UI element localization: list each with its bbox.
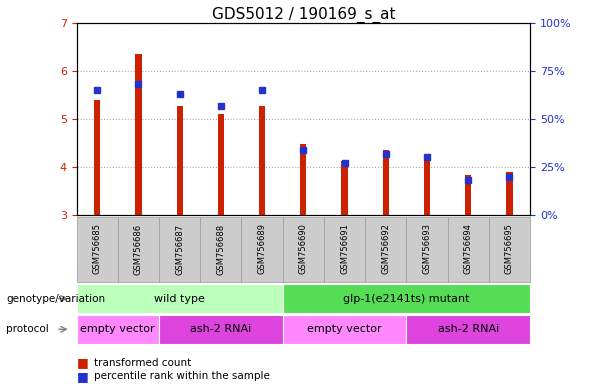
Bar — [424, 159, 430, 215]
Text: ■: ■ — [77, 356, 88, 369]
Text: ■: ■ — [77, 370, 88, 383]
Bar — [135, 54, 141, 215]
Text: ash-2 RNAi: ash-2 RNAi — [438, 324, 499, 334]
Text: GSM756685: GSM756685 — [92, 223, 102, 275]
Text: empty vector: empty vector — [307, 324, 382, 334]
Title: GDS5012 / 190169_s_at: GDS5012 / 190169_s_at — [211, 7, 395, 23]
Text: ash-2 RNAi: ash-2 RNAi — [190, 324, 252, 334]
Text: GSM756689: GSM756689 — [257, 223, 267, 275]
Text: GSM756691: GSM756691 — [340, 223, 349, 274]
Bar — [218, 114, 224, 215]
Bar — [507, 172, 512, 215]
Text: GSM756693: GSM756693 — [422, 223, 432, 275]
Bar — [383, 150, 389, 215]
Text: GSM756687: GSM756687 — [175, 223, 184, 275]
Text: empty vector: empty vector — [81, 324, 155, 334]
Bar — [177, 106, 183, 215]
Bar — [94, 100, 100, 215]
Text: glp-1(e2141ts) mutant: glp-1(e2141ts) mutant — [343, 293, 469, 304]
Text: GSM756692: GSM756692 — [381, 223, 391, 274]
Text: GSM756690: GSM756690 — [299, 223, 308, 274]
Bar — [465, 175, 471, 215]
Bar — [342, 161, 348, 215]
Text: percentile rank within the sample: percentile rank within the sample — [94, 371, 270, 381]
Bar — [300, 144, 306, 215]
Text: protocol: protocol — [6, 324, 49, 334]
Text: wild type: wild type — [154, 293, 205, 304]
Text: GSM756694: GSM756694 — [464, 223, 473, 274]
Text: transformed count: transformed count — [94, 358, 191, 368]
Text: GSM756688: GSM756688 — [216, 223, 226, 275]
Text: GSM756686: GSM756686 — [134, 223, 143, 275]
Text: genotype/variation: genotype/variation — [6, 293, 105, 304]
Text: GSM756695: GSM756695 — [505, 223, 514, 274]
Bar — [259, 106, 265, 215]
